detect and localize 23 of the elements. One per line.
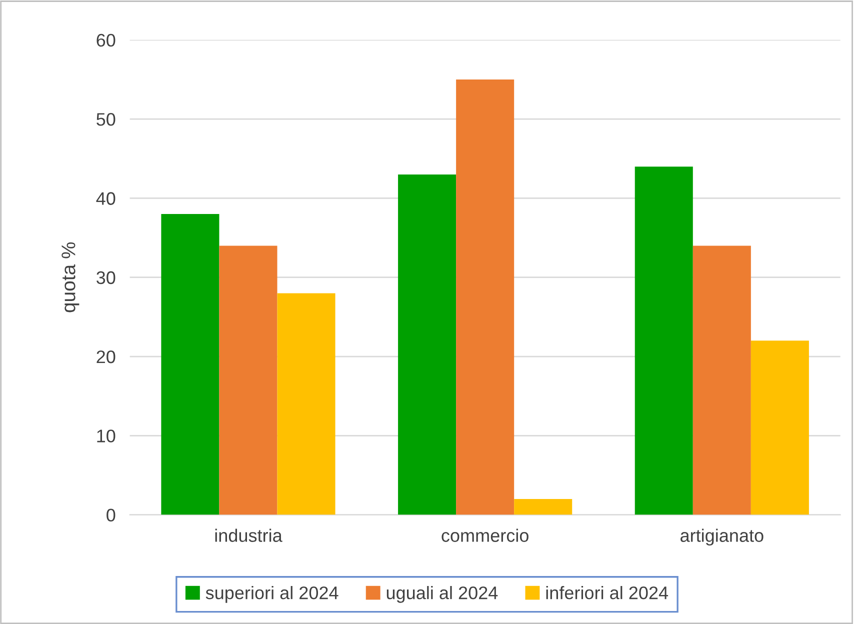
bar [514,498,572,515]
y-tick-label: 60 [96,34,116,47]
bar [161,214,220,515]
y-tick-label: 40 [96,192,116,205]
bar [277,293,336,515]
bar [456,80,514,515]
legend-label: superiori al 2024 [206,586,338,603]
y-tick-label: 0 [106,508,116,522]
y-axis-title: quota % [62,242,80,312]
bar [634,166,693,515]
y-tick-label: 20 [96,350,116,364]
bar [398,174,456,515]
x-tick-label: artigianato [680,528,764,546]
bar [692,246,751,515]
legend-label: uguali al 2024 [386,586,498,603]
bar [750,340,809,515]
legend-label: inferiori al 2024 [546,586,668,600]
y-tick-label: 50 [96,113,116,126]
x-tick-label: industria [215,528,282,542]
bar [219,246,278,515]
y-tick-label: 10 [97,430,116,442]
y-tick-label: 30 [96,271,116,284]
x-tick-label: commercio [442,528,528,542]
